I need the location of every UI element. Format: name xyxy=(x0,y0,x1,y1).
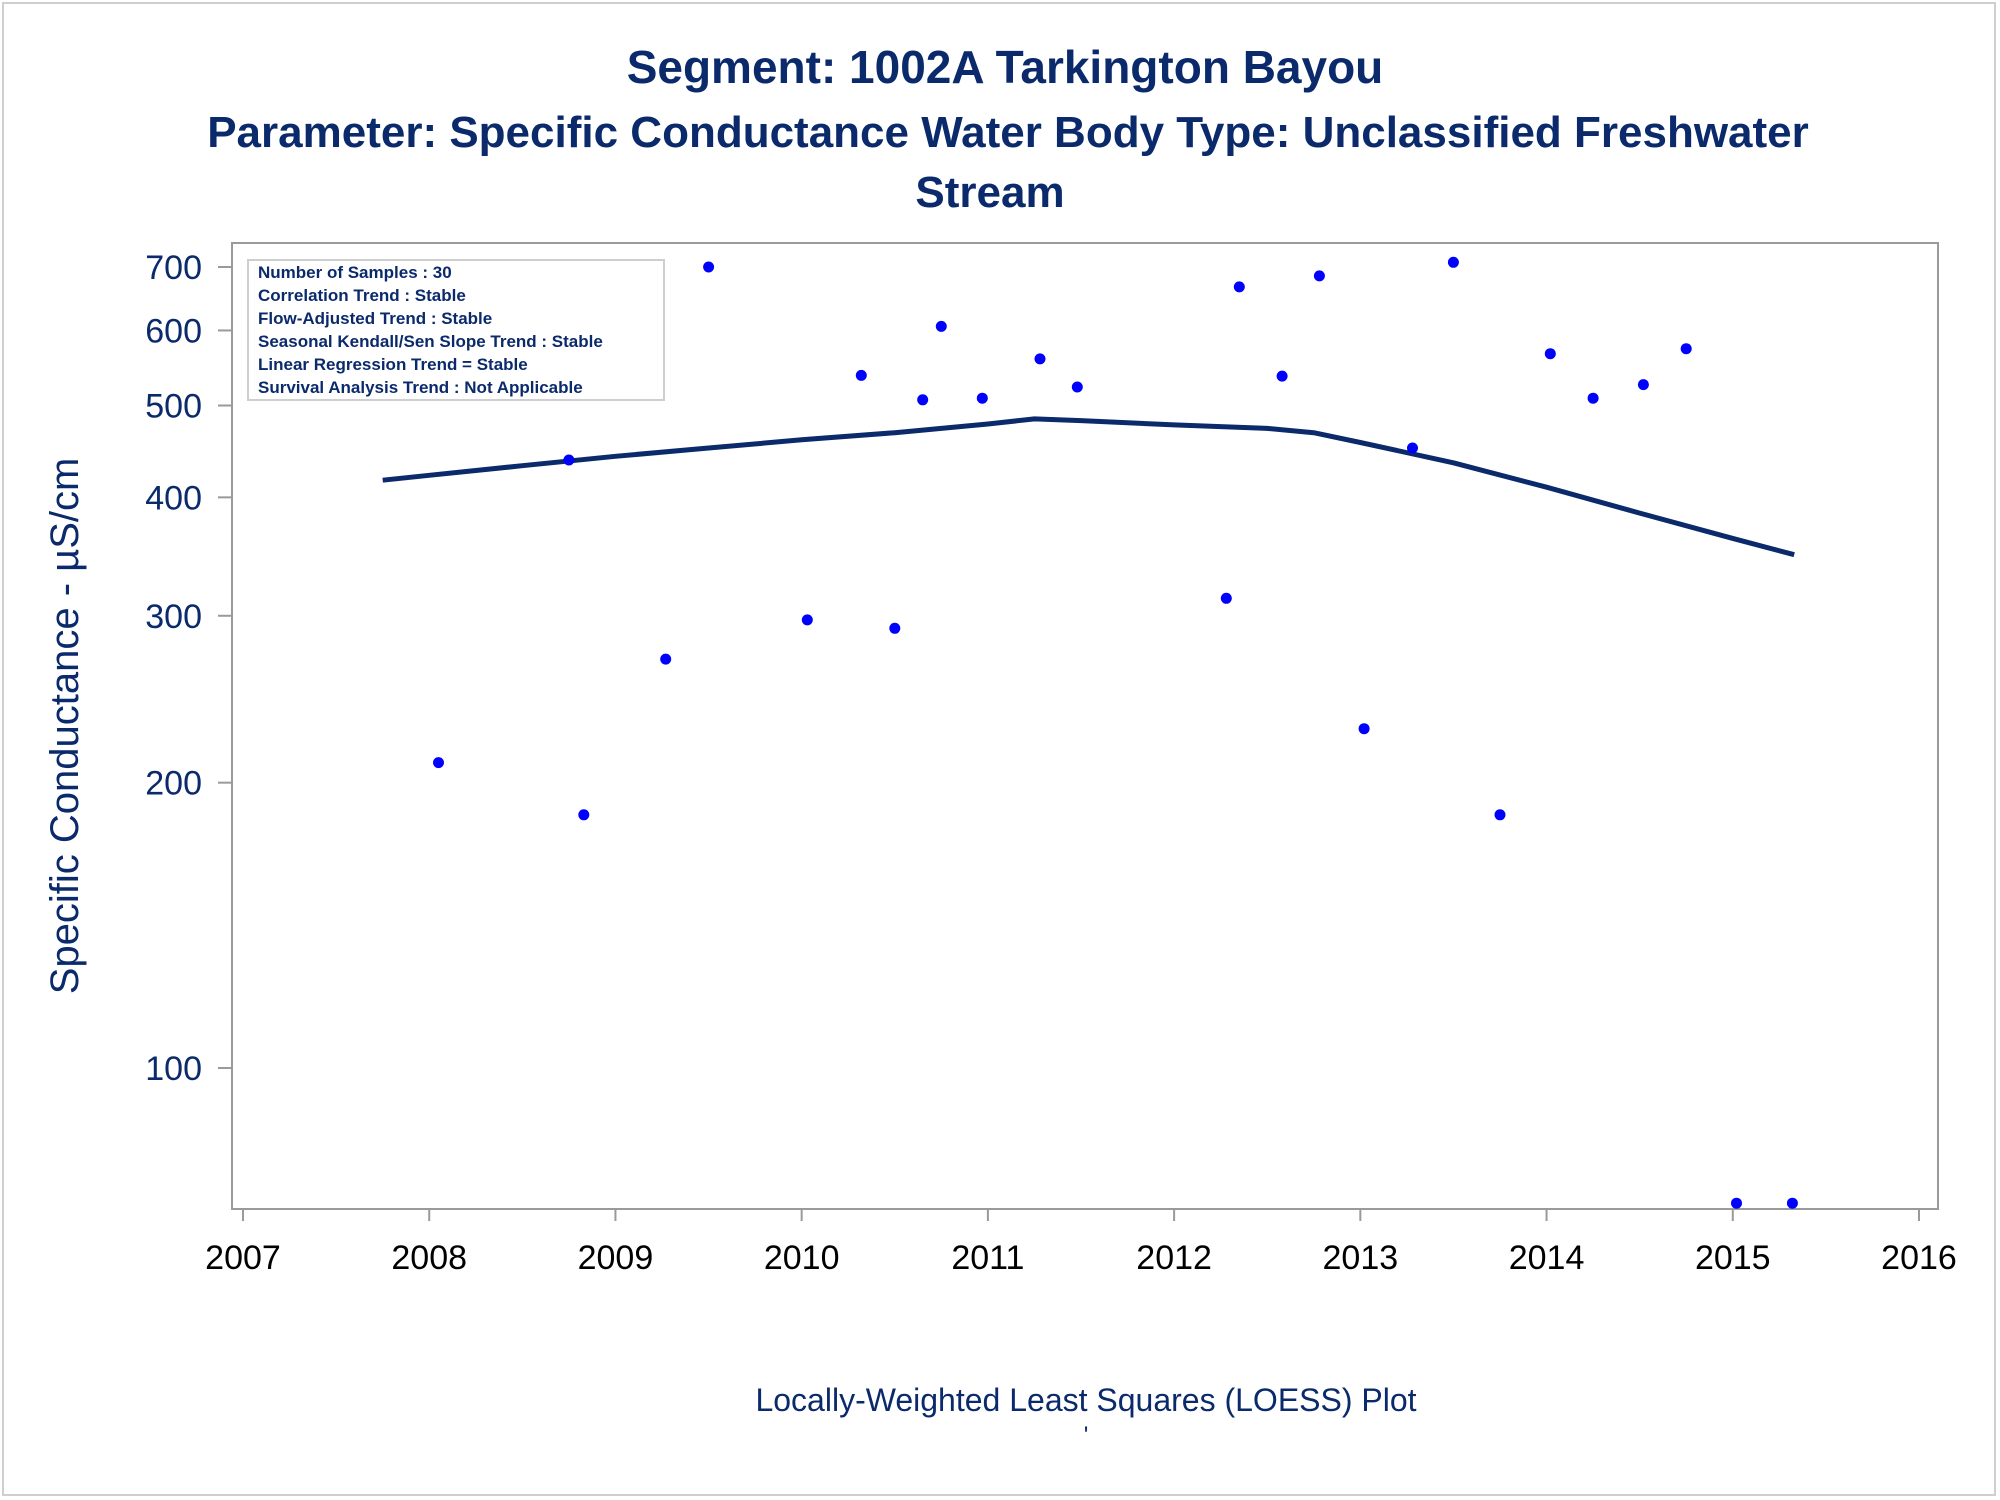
x-tick-label-2013: 2013 xyxy=(1323,1239,1399,1277)
loess-curve xyxy=(382,416,1795,558)
data-point xyxy=(1276,370,1288,382)
x-tick-label-2007: 2007 xyxy=(205,1239,281,1277)
x-axis: 2007 2008 2009 2010 2011 2012 2013 2014 2015 2016 xyxy=(205,1209,1957,1277)
x-tick-label-2014: 2014 xyxy=(1509,1239,1585,1277)
data-point xyxy=(660,653,672,665)
data-point xyxy=(1358,723,1370,735)
stat-flow-adjusted-trend: Flow-Adjusted Trend : Stable xyxy=(258,309,492,328)
data-point xyxy=(976,392,988,404)
data-point xyxy=(1034,353,1046,365)
plot-area xyxy=(231,242,1939,1210)
data-point xyxy=(1313,270,1325,282)
data-point xyxy=(855,369,867,381)
data-point xyxy=(1587,392,1599,404)
y-tick-label-300: 300 xyxy=(145,598,202,636)
x-tick-label-2009: 2009 xyxy=(578,1239,654,1277)
stat-correlation-trend: Correlation Trend : Stable xyxy=(258,286,466,305)
data-point xyxy=(917,394,929,406)
data-point xyxy=(1544,348,1556,360)
data-point xyxy=(433,757,444,769)
footer-caption: Locally-Weighted Least Squares (LOESS) P… xyxy=(755,1382,1416,1418)
y-tick-label-200: 200 xyxy=(145,765,202,803)
stats-box-border xyxy=(247,259,665,401)
data-point xyxy=(1731,1197,1742,1209)
data-point xyxy=(1407,442,1418,454)
x-tick-label-2011: 2011 xyxy=(951,1239,1024,1277)
data-point xyxy=(1220,592,1232,604)
y-tick-label-600: 600 xyxy=(145,312,202,350)
data-point xyxy=(1637,379,1649,391)
data-point xyxy=(1680,343,1692,355)
y-axis: 100 200 300 400 500 600 700 xyxy=(145,249,232,1088)
data-point xyxy=(1786,1197,1798,1209)
x-tick-label-2015: 2015 xyxy=(1695,1239,1771,1277)
chart-subtitle: Parameter: Specific Conductance Water Bo… xyxy=(207,108,1809,157)
chart-subtitle-continued: Stream xyxy=(915,168,1064,217)
data-point xyxy=(1071,381,1083,393)
y-tick-label-500: 500 xyxy=(145,388,202,426)
y-tick-label-400: 400 xyxy=(145,479,202,517)
x-tick-label-2010: 2010 xyxy=(764,1239,840,1277)
data-point xyxy=(1233,281,1245,293)
data-point xyxy=(801,614,813,626)
data-point xyxy=(935,320,947,332)
loess-layer xyxy=(382,416,1795,558)
data-point xyxy=(578,809,590,821)
y-tick-label-100: 100 xyxy=(145,1050,202,1088)
stat-seasonal-kendall-trend: Seasonal Kendall/Sen Slope Trend : Stabl… xyxy=(258,332,603,351)
data-point xyxy=(703,261,715,273)
data-point xyxy=(889,622,901,634)
data-point xyxy=(563,454,575,466)
x-tick-label-2008: 2008 xyxy=(391,1239,467,1277)
stat-survival-analysis-trend: Survival Analysis Trend : Not Applicable xyxy=(258,378,583,397)
stats-box: Number of Samples : 30 Correlation Trend… xyxy=(247,259,665,401)
y-tick-label-700: 700 xyxy=(145,249,202,287)
x-tick-label-2016: 2016 xyxy=(1881,1239,1957,1277)
x-tick-label-2012: 2012 xyxy=(1136,1239,1212,1277)
data-point xyxy=(1447,256,1459,268)
footer-tick-mark: ' xyxy=(1084,1422,1089,1449)
chart-title: Segment: 1002A Tarkington Bayou xyxy=(627,41,1384,93)
stat-linear-regression-trend: Linear Regression Trend = Stable xyxy=(258,355,528,374)
data-point xyxy=(1494,809,1506,821)
y-axis-label: Specific Conductance - µS/cm xyxy=(43,458,87,995)
stat-samples: Number of Samples : 30 xyxy=(258,263,452,282)
